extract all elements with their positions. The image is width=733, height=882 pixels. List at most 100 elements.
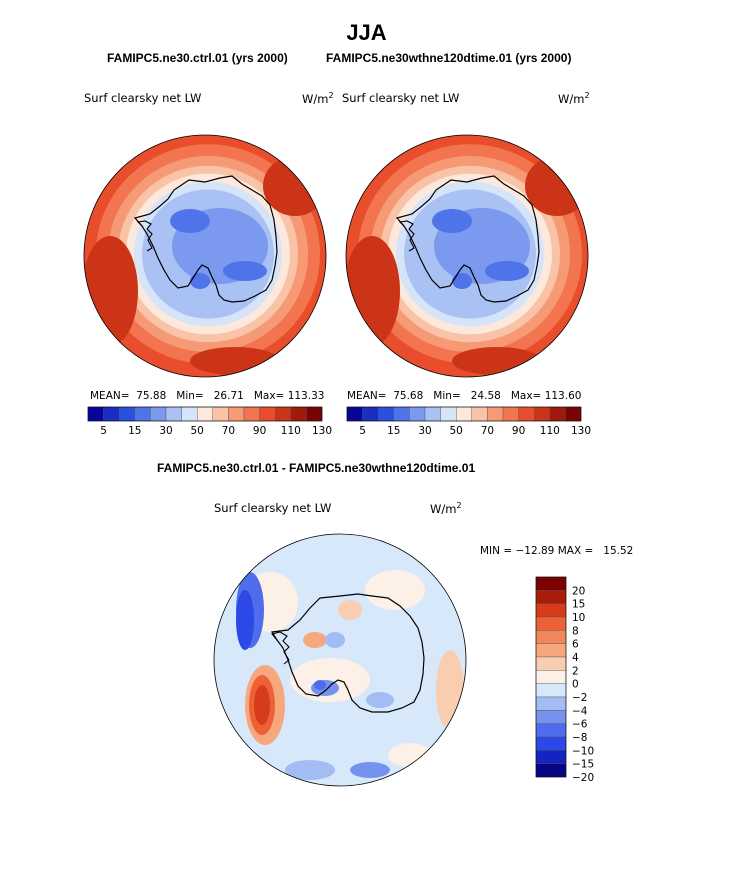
colorbar-tick-label: 110: [540, 425, 560, 437]
diff-blob-2: [290, 658, 370, 702]
colorbar-frame: [346, 406, 582, 422]
colorbar-box-7: [196, 406, 213, 422]
colorbar-box-14: [306, 406, 323, 422]
colorbar-box-6: [440, 406, 457, 422]
colorbar-tick-label: 5: [100, 425, 107, 437]
colorbar-tick-label: 15: [128, 425, 141, 437]
panel3-stats: MIN = −12.89 MAX = 15.52: [480, 545, 634, 557]
diff-blob-17: [366, 692, 394, 708]
colorbar-tick-label: 30: [159, 425, 172, 437]
colorbar-box-3: [134, 406, 151, 422]
diff-blob-14: [285, 760, 335, 780]
antarctic-peninsula-coastline: [271, 631, 290, 665]
colorbar-box-4: [535, 630, 567, 644]
colorbar-box-8: [471, 406, 488, 422]
antarctica-coastline: [395, 175, 540, 303]
panel3-border: [213, 533, 467, 787]
colorbar-tick-label: 70: [481, 425, 494, 437]
colorbar-tick-label: 90: [253, 425, 266, 437]
colorbar-tick-label: −2: [572, 692, 587, 704]
colorbar-frame: [87, 406, 323, 422]
colorbar-tick-label: −20: [572, 772, 594, 784]
colorbar-box-1: [535, 590, 567, 604]
colorbar-box-0: [346, 406, 363, 422]
colorbar-box-9: [535, 696, 567, 711]
diff-blob-12: [303, 632, 327, 648]
colorbar-box-5: [165, 406, 182, 422]
colorbar-box-7: [456, 406, 473, 422]
panel2-colorbar: 5 15 30 50 70 90 110 130: [346, 406, 591, 437]
diff-blob-16: [325, 632, 345, 648]
colorbar-tick-label: 2: [572, 665, 579, 677]
diff-blob-13: [338, 600, 362, 620]
colorbar-tick-label: 110: [281, 425, 301, 437]
panel1-stats: MEAN= 75.88 Min= 26.71 Max= 113.33: [90, 390, 325, 402]
panel3-field-label: Surf clearsky net LW: [214, 501, 332, 515]
colorbar-tick-label: 130: [571, 425, 591, 437]
cool-patch: [170, 209, 210, 233]
colorbar-tick-label: 15: [572, 599, 585, 611]
panel1-field: [84, 135, 326, 377]
colorbar-box-2: [535, 603, 567, 618]
colorbar-box-4: [150, 406, 167, 422]
season-title: JJA: [346, 20, 387, 45]
diff-blob-6: [236, 590, 254, 650]
colorbar-box-3: [535, 616, 567, 631]
colorbar-tick-label: −8: [572, 732, 587, 744]
colorbar-box-13: [549, 406, 566, 422]
colorbar-box-13: [290, 406, 307, 422]
diff-title: FAMIPC5.ne30.ctrl.01 - FAMIPC5.ne30wthne…: [157, 461, 476, 475]
antarctic-peninsula-coastline: [136, 220, 153, 252]
warm-patch: [190, 347, 280, 375]
panel1-colorbar: 5 15 30 50 70 90 110 130: [87, 406, 332, 437]
left-case-title: FAMIPC5.ne30.ctrl.01 (yrs 2000): [107, 51, 288, 65]
colorbar-box-12: [535, 736, 567, 751]
warm-patch: [525, 156, 588, 216]
panel3-map: [214, 534, 466, 786]
colorbar-box-9: [228, 406, 245, 422]
panel1-border: [83, 134, 327, 378]
colorbar-tick-label: 90: [512, 425, 525, 437]
cool-patch: [432, 209, 472, 233]
colorbar-box-14: [535, 763, 567, 778]
colorbar-box-2: [118, 406, 135, 422]
colorbar-tick-label: −10: [572, 745, 594, 757]
warm-patch: [452, 347, 542, 375]
colorbar-tick-label: 15: [387, 425, 400, 437]
panel2-border: [345, 134, 589, 378]
panel1-field-label: Surf clearsky net LW: [84, 91, 202, 105]
colorbar-box-0: [535, 576, 567, 591]
colorbar-frame: [535, 576, 567, 778]
colorbar-box-14: [565, 406, 582, 422]
colorbar-tick-label: 70: [222, 425, 235, 437]
colorbar-box-11: [518, 406, 535, 422]
warm-patch: [84, 236, 138, 346]
colorbar-tick-label: 10: [572, 612, 585, 624]
cool-patch: [190, 273, 210, 289]
colorbar-box-7: [535, 670, 567, 684]
colorbar-box-4: [409, 406, 426, 422]
colorbar-tick-label: 30: [418, 425, 431, 437]
colorbar-tick-label: 5: [359, 425, 366, 437]
colorbar-box-3: [393, 406, 410, 422]
panel2-units: W/m2: [558, 91, 590, 106]
colorbar-box-12: [275, 406, 292, 422]
colorbar-box-1: [103, 406, 120, 422]
colorbar-box-6: [535, 656, 567, 671]
cool-patch: [223, 261, 267, 281]
colorbar-tick-label: −6: [572, 719, 588, 731]
colorbar-box-8: [535, 683, 567, 698]
colorbar-box-11: [535, 723, 567, 738]
colorbar-tick-label: 50: [191, 425, 204, 437]
colorbar-box-10: [502, 406, 519, 422]
colorbar-tick-label: 130: [312, 425, 332, 437]
diff-blob-3: [436, 650, 464, 730]
colorbar-tick-label: −4: [572, 705, 588, 717]
colorbar-box-10: [243, 406, 260, 422]
colorbar-box-0: [87, 406, 104, 422]
colorbar-box-13: [535, 750, 567, 764]
colorbar-tick-label: 4: [572, 652, 579, 664]
antarctica-coastline: [270, 593, 425, 713]
